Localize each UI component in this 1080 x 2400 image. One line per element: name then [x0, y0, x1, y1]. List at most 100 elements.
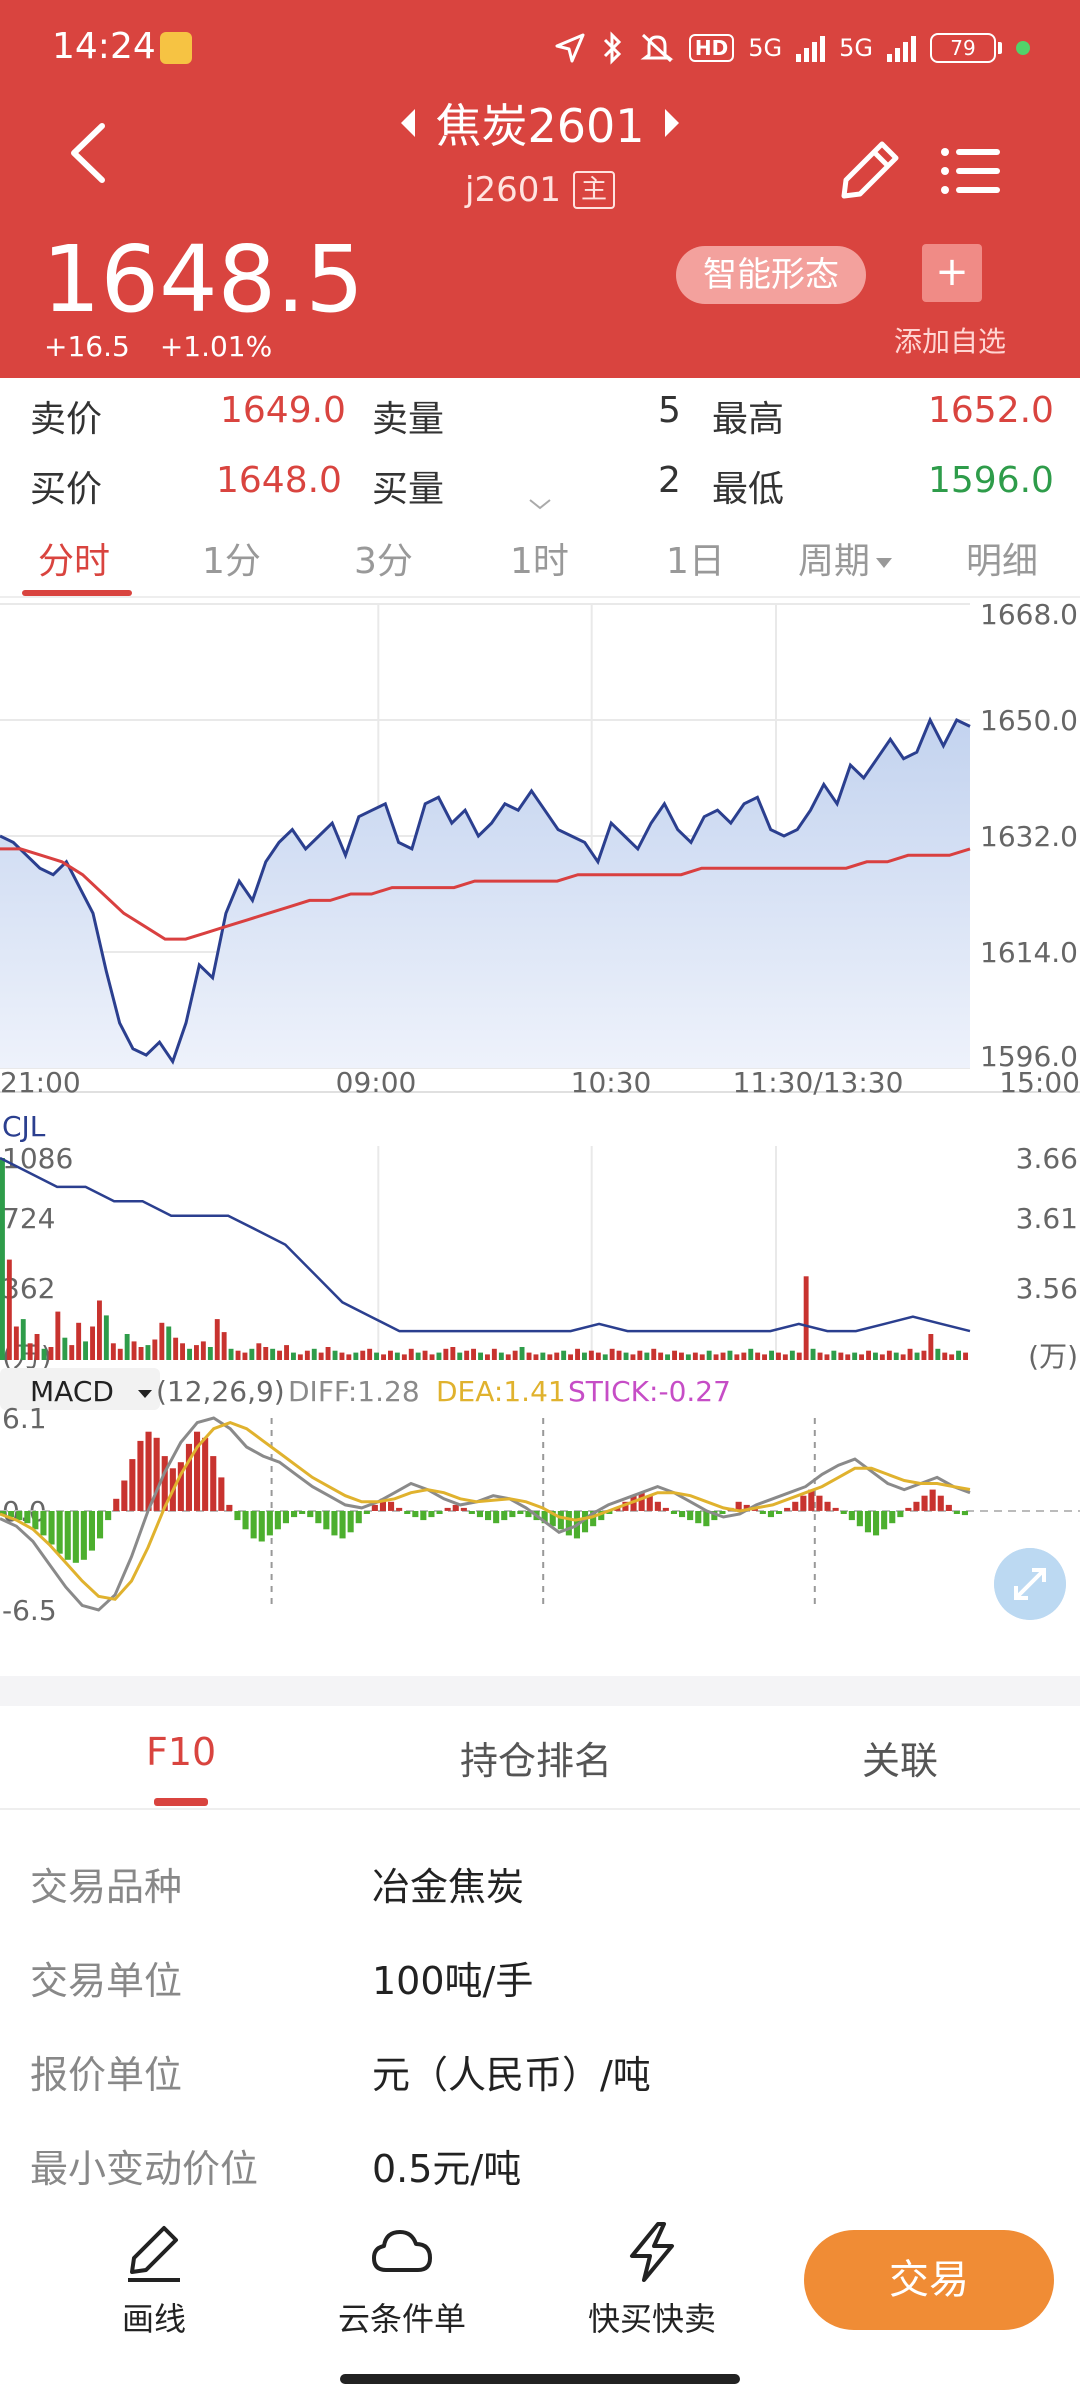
tab-3min[interactable]: 3分 — [354, 541, 413, 582]
macd-stick-bar — [202, 1437, 209, 1511]
next-contract-icon[interactable] — [664, 109, 679, 137]
info-row: 交易品种 冶金焦炭 — [0, 1856, 1080, 1946]
quick-trade-label: 快买快卖 — [587, 2300, 716, 2338]
change-percent: +1.01% — [159, 330, 273, 363]
volume-bar — [381, 1354, 386, 1360]
macd-stick-bar — [420, 1511, 427, 1521]
volume-bar — [817, 1352, 823, 1360]
x-tick-label: 10:30 — [571, 1066, 652, 1099]
add-watchlist-label[interactable]: 添加自选 — [894, 325, 1007, 358]
macd-stick-bar — [404, 1511, 411, 1514]
volume-bar — [554, 1352, 560, 1360]
tab-detail[interactable]: 明细 — [966, 541, 1039, 582]
macd-stick-bar — [331, 1511, 338, 1536]
tab-related[interactable]: 关联 — [862, 1739, 939, 1783]
volume-bar — [748, 1348, 754, 1360]
macd-stick-bar — [177, 1462, 184, 1511]
macd-stick-bar — [743, 1504, 750, 1511]
volume-bar — [879, 1354, 885, 1360]
cloud-icon — [372, 2230, 432, 2272]
macd-stick-bar — [210, 1456, 217, 1511]
macd-stick-bar — [452, 1504, 459, 1511]
volume-bar — [69, 1345, 75, 1360]
volume-bar — [692, 1352, 698, 1360]
volume-bar — [152, 1339, 158, 1360]
smart-pattern-button[interactable]: 智能形态 — [676, 246, 866, 304]
charts-area[interactable]: 1668.0 1650.0 1632.0 1614.0 1596.0 21:00 09:00… — [0, 598, 1080, 1678]
volume-bar — [13, 1326, 19, 1360]
quote-panel: 卖价 1649.0 卖量 5 最高 1652.0 买价 1648.0 买量 2 … — [0, 378, 1080, 518]
volume-bar — [928, 1334, 934, 1360]
volume-bar — [284, 1345, 289, 1360]
macd-stick-bar — [323, 1511, 330, 1530]
volume-bar — [471, 1348, 476, 1360]
contract-name: 焦炭2601 — [435, 99, 645, 153]
menu-icon[interactable] — [940, 146, 1002, 196]
volume-bar — [900, 1354, 906, 1360]
volume-bar — [637, 1350, 643, 1360]
prev-contract-icon[interactable] — [401, 109, 416, 137]
volume-bar — [505, 1354, 511, 1360]
macd-stick-bar — [468, 1511, 475, 1514]
volume-bar — [478, 1352, 483, 1360]
macd-stick-bar — [145, 1431, 152, 1511]
tab-period[interactable]: 周期 — [798, 532, 893, 584]
contract-title: 焦炭2601 j2601 主 — [300, 90, 780, 210]
volume-bar — [297, 1354, 303, 1360]
tab-f10[interactable]: F10 — [146, 1730, 217, 1774]
draw-line-button[interactable]: 画线 — [54, 2220, 254, 2340]
add-watchlist-button[interactable]: + — [922, 244, 982, 302]
volume-bar — [907, 1348, 913, 1360]
hd-badge: HD — [688, 34, 735, 62]
macd-stick-bar — [735, 1501, 742, 1511]
tab-position-rank[interactable]: 持仓排名 — [460, 1739, 613, 1783]
signal-icon — [796, 34, 826, 62]
macd-stick-bar — [40, 1511, 47, 1536]
volume-bar — [630, 1354, 636, 1360]
tab-1min[interactable]: 1分 — [202, 541, 261, 582]
bluetooth-icon — [603, 31, 622, 65]
macd-stick-bar — [630, 1495, 637, 1511]
volume-bar — [623, 1352, 629, 1360]
edit-icon[interactable] — [838, 138, 902, 202]
back-icon[interactable] — [60, 118, 120, 188]
macd-stick-bar — [646, 1495, 653, 1511]
tab-timeshare[interactable]: 分时 — [38, 541, 111, 582]
x-tick-label: 09:00 — [336, 1066, 417, 1099]
info-tab-indicator — [154, 1798, 208, 1806]
bottom-toolbar: 画线 云条件单 快买快卖 交易 — [0, 2210, 1080, 2400]
macd-stick-bar — [493, 1511, 500, 1524]
tab-1hour[interactable]: 1时 — [510, 541, 569, 582]
fullscreen-icon[interactable] — [994, 1548, 1066, 1620]
volume-bar — [200, 1341, 206, 1360]
tab-1day[interactable]: 1日 — [666, 541, 725, 582]
quick-trade-button[interactable]: 快买快卖 — [552, 2220, 752, 2340]
expand-chevron-icon[interactable] — [528, 498, 552, 510]
high-price: 1652.0 — [928, 390, 1054, 431]
low-price: 1596.0 — [928, 460, 1054, 501]
macd-stick-bar — [719, 1511, 726, 1514]
macd-stick-bar — [8, 1511, 15, 1518]
average-price-line — [0, 847, 971, 941]
y-tick-label: 1632.0 — [980, 820, 1078, 853]
trade-button[interactable]: 交易 — [804, 2230, 1054, 2330]
home-indicator — [340, 2374, 740, 2384]
volume-bar — [235, 1350, 241, 1360]
macd-stick-bar — [460, 1507, 467, 1511]
volume-bar — [845, 1354, 851, 1360]
high-label: 最高 — [712, 399, 785, 440]
volume-bar — [76, 1322, 82, 1360]
volume-tick-label: 1086 — [2, 1142, 73, 1175]
macd-stick-bar — [428, 1511, 435, 1518]
active-tab-indicator — [22, 590, 132, 596]
battery-level: 79 — [930, 33, 996, 63]
volume-bar — [616, 1350, 622, 1360]
volume-bar — [582, 1352, 587, 1360]
macd-stick-bar — [97, 1511, 104, 1539]
volume-bar — [873, 1352, 878, 1360]
macd-tick-label: -6.5 — [2, 1594, 57, 1627]
macd-stick-bar — [953, 1511, 960, 1514]
cloud-order-button[interactable]: 云条件单 — [302, 2220, 502, 2340]
volume-bar — [221, 1332, 227, 1360]
macd-stick-bar — [549, 1511, 556, 1527]
